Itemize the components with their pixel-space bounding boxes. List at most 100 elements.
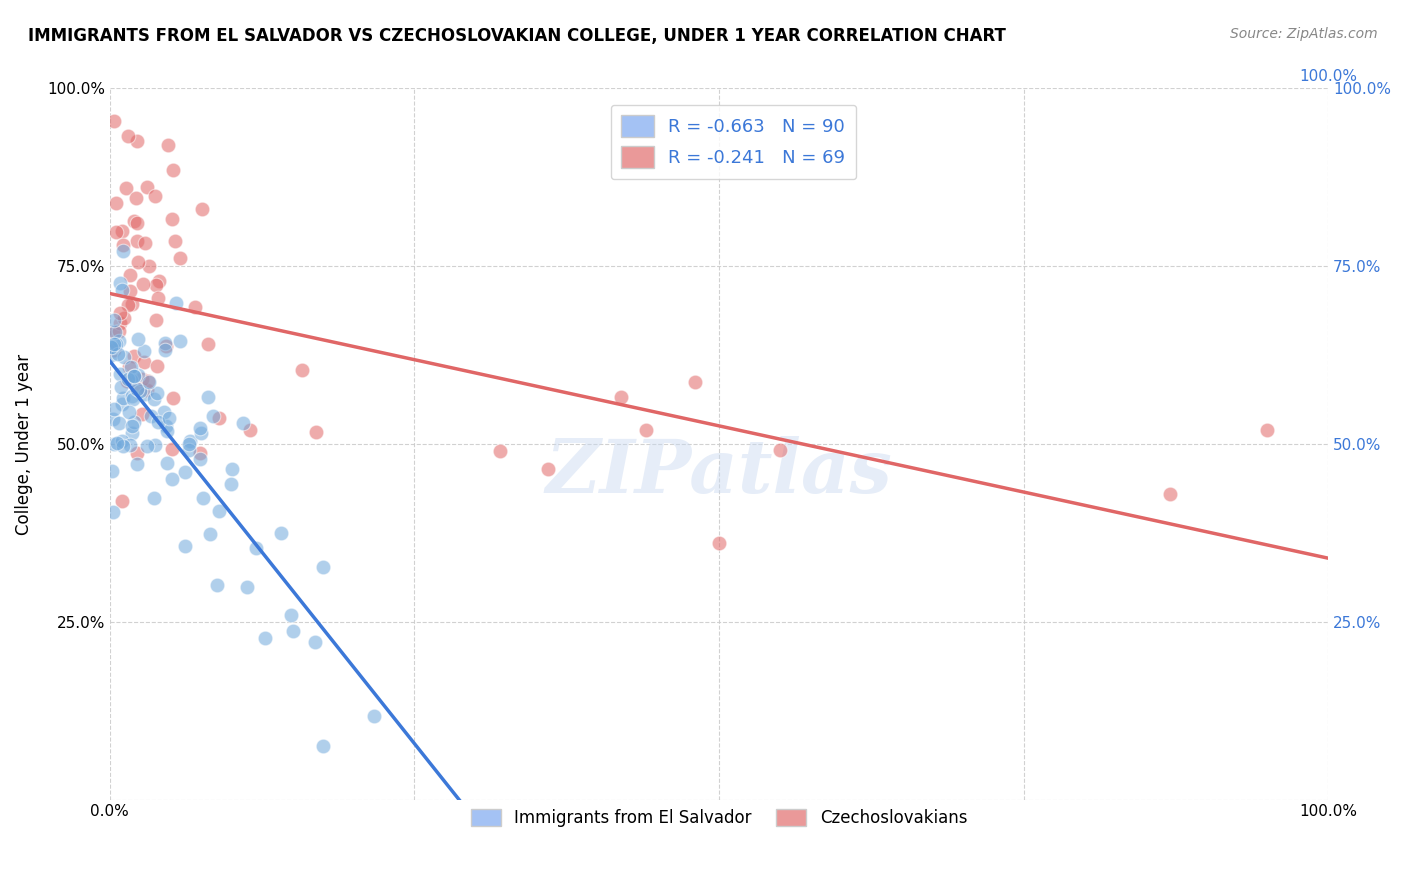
Point	[311, 559, 333, 574]
Point	[197, 337, 219, 351]
Point	[112, 310, 135, 325]
Point	[191, 202, 214, 216]
Point	[127, 368, 149, 382]
Point	[103, 437, 125, 451]
Point	[111, 494, 134, 508]
Y-axis label: College, Under 1 year: College, Under 1 year	[15, 353, 32, 534]
Point	[188, 452, 211, 467]
Point	[111, 224, 134, 238]
Point	[120, 373, 142, 387]
Point	[101, 411, 124, 425]
Point	[207, 504, 229, 518]
Point	[101, 341, 124, 355]
Point	[291, 363, 314, 377]
Point	[156, 425, 179, 439]
Point	[100, 340, 122, 354]
Point	[117, 128, 139, 143]
Point	[108, 317, 131, 331]
Point	[254, 631, 277, 645]
Point	[156, 456, 179, 470]
Point	[155, 335, 177, 350]
Point	[103, 337, 125, 351]
Point	[110, 379, 132, 393]
Point	[112, 237, 135, 252]
Point	[221, 462, 243, 476]
Point	[148, 274, 170, 288]
Point	[122, 368, 145, 383]
Point	[121, 297, 143, 311]
Point	[193, 491, 215, 505]
Point	[138, 375, 160, 389]
Point	[188, 445, 211, 459]
Point	[179, 434, 201, 448]
Point	[100, 348, 122, 362]
Point	[125, 216, 148, 230]
Point	[120, 359, 142, 374]
Point	[138, 259, 160, 273]
Point	[122, 369, 145, 384]
Point	[112, 244, 135, 258]
Point	[127, 332, 149, 346]
Point	[108, 416, 131, 430]
Point	[245, 541, 267, 555]
Point	[304, 634, 326, 648]
Point	[537, 461, 560, 475]
Point	[190, 425, 212, 440]
Point	[179, 437, 201, 451]
Point	[219, 477, 242, 491]
Point	[683, 376, 706, 390]
Point	[115, 181, 138, 195]
Point	[132, 277, 155, 292]
Point	[201, 409, 224, 424]
Point	[111, 397, 134, 411]
Point	[112, 439, 135, 453]
Point	[115, 374, 138, 388]
Point	[105, 336, 128, 351]
Point	[173, 539, 195, 553]
Point	[281, 624, 304, 638]
Point	[112, 350, 135, 364]
Point	[105, 436, 128, 450]
Point	[118, 405, 141, 419]
Point	[1256, 423, 1278, 437]
Point	[131, 407, 153, 421]
Point	[111, 434, 134, 448]
Point	[146, 416, 169, 430]
Point	[132, 354, 155, 368]
Point	[112, 392, 135, 406]
Point	[239, 423, 262, 437]
Point	[188, 421, 211, 435]
Point	[184, 300, 207, 314]
Point	[280, 608, 302, 623]
Point	[125, 457, 148, 471]
Point	[312, 739, 335, 753]
Point	[121, 425, 143, 440]
Point	[118, 438, 141, 452]
Point	[270, 526, 292, 541]
Point	[162, 392, 184, 406]
Point	[120, 268, 142, 282]
Point	[145, 277, 167, 292]
Point	[173, 465, 195, 479]
Point	[108, 334, 131, 348]
Point	[128, 384, 150, 399]
Point	[135, 180, 157, 194]
Point	[111, 283, 134, 297]
Point	[160, 211, 183, 226]
Point	[104, 225, 127, 239]
Point	[232, 416, 254, 430]
Point	[107, 347, 129, 361]
Point	[162, 162, 184, 177]
Point	[131, 371, 153, 385]
Point	[103, 343, 125, 357]
Point	[118, 359, 141, 374]
Point	[103, 313, 125, 327]
Point	[127, 254, 149, 268]
Point	[155, 418, 177, 433]
Point	[197, 390, 219, 404]
Point	[146, 359, 169, 373]
Point	[127, 234, 149, 248]
Point	[125, 134, 148, 148]
Point	[141, 409, 163, 424]
Point	[125, 446, 148, 460]
